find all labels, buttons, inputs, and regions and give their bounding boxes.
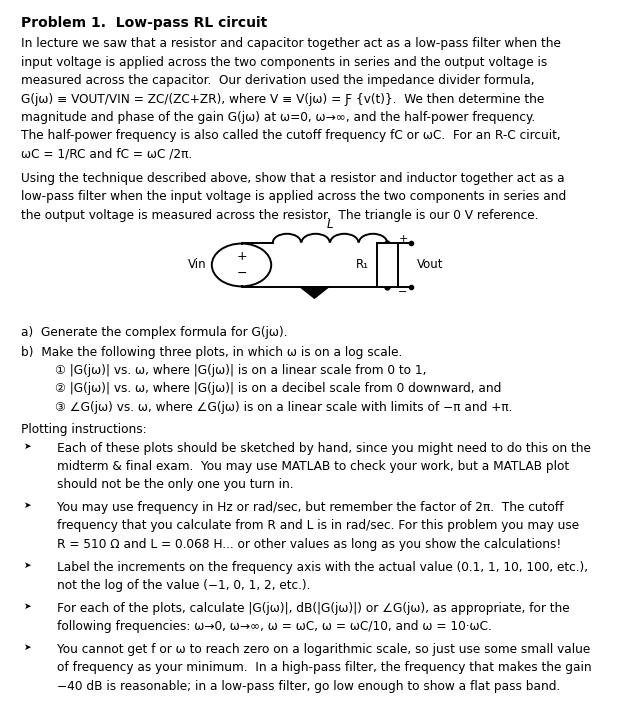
Text: −: − [398,287,408,297]
Text: magnitude and phase of the gain G(jω) at ω=0, ω→∞, and the half-power frequency.: magnitude and phase of the gain G(jω) at… [21,111,535,124]
Text: ➤: ➤ [24,441,32,451]
Text: low-pass filter when the input voltage is applied across the two components in s: low-pass filter when the input voltage i… [21,190,566,203]
Text: following frequencies: ω→0, ω→∞, ω = ωC, ω = ωC/10, and ω = 10·ωC.: following frequencies: ω→0, ω→∞, ω = ωC,… [57,620,491,633]
Text: should not be the only one you turn in.: should not be the only one you turn in. [57,479,293,492]
Text: input voltage is applied across the two components in series and the output volt: input voltage is applied across the two … [21,56,547,69]
Text: Using the technique described above, show that a resistor and inductor together : Using the technique described above, sho… [21,172,564,185]
Text: Vin: Vin [188,258,206,272]
Text: ➤: ➤ [24,602,32,611]
Text: For each of the plots, calculate |G(jω)|, dB(|G(jω)|) or ∠G(jω), as appropriate,: For each of the plots, calculate |G(jω)|… [57,602,569,615]
Text: R = 510 Ω and L = 0.068 H... or other values as long as you show the calculation: R = 510 Ω and L = 0.068 H... or other va… [57,538,561,551]
Text: +: + [398,234,408,244]
Text: ➤: ➤ [24,643,32,652]
Text: G(jω) ≡ VOUT/VIN = ZC/(ZC+ZR), where V ≡ V(jω) = Ƒ {v(t)}.  We then determine th: G(jω) ≡ VOUT/VIN = ZC/(ZC+ZR), where V ≡… [21,92,544,106]
Text: The half-power frequency is also called the cutoff frequency fC or ωC.  For an R: The half-power frequency is also called … [21,130,560,143]
Text: ② |G(jω)| vs. ω, where |G(jω)| is on a decibel scale from 0 downward, and: ② |G(jω)| vs. ω, where |G(jω)| is on a d… [55,382,501,396]
Text: R₁: R₁ [356,258,368,272]
Text: midterm & final exam.  You may use MATLAB to check your work, but a MATLAB plot: midterm & final exam. You may use MATLAB… [57,460,568,473]
Text: not the log of the value (−1, 0, 1, 2, etc.).: not the log of the value (−1, 0, 1, 2, e… [57,579,310,592]
Text: measured across the capacitor.  Our derivation used the impedance divider formul: measured across the capacitor. Our deriv… [21,74,534,87]
Text: You may use frequency in Hz or rad/sec, but remember the factor of 2π.  The cuto: You may use frequency in Hz or rad/sec, … [57,501,563,514]
Text: ① |G(jω)| vs. ω, where |G(jω)| is on a linear scale from 0 to 1,: ① |G(jω)| vs. ω, where |G(jω)| is on a l… [55,364,426,377]
Text: b)  Make the following three plots, in which ω is on a log scale.: b) Make the following three plots, in wh… [21,345,402,359]
Text: frequency that you calculate from R and L is in rad/sec. For this problem you ma: frequency that you calculate from R and … [57,520,579,533]
Text: Plotting instructions:: Plotting instructions: [21,423,146,436]
Text: Each of these plots should be sketched by hand, since you might need to do this : Each of these plots should be sketched b… [57,441,590,455]
Text: +: + [236,249,247,262]
Text: ➤: ➤ [24,561,32,570]
Bar [377,242,397,288]
Text: Vout: Vout [417,258,443,272]
Polygon shape [300,288,329,299]
Text: ωC = 1/RC and fC = ωC /2π.: ωC = 1/RC and fC = ωC /2π. [21,148,192,161]
Text: Label the increments on the frequency axis with the actual value (0.1, 1, 10, 10: Label the increments on the frequency ax… [57,561,588,574]
Text: the output voltage is measured across the resistor.  The triangle is our 0 V ref: the output voltage is measured across th… [21,208,538,222]
Text: You cannot get f or ω to reach zero on a logarithmic scale, so just use some sma: You cannot get f or ω to reach zero on a… [57,643,590,656]
Text: −40 dB is reasonable; in a low-pass filter, go low enough to show a flat pass ba: −40 dB is reasonable; in a low-pass filt… [57,680,560,693]
Text: ➤: ➤ [24,501,32,510]
Text: −: − [236,267,247,280]
Text: In lecture we saw that a resistor and capacitor together act as a low-pass filte: In lecture we saw that a resistor and ca… [21,37,561,50]
Text: ③ ∠G(jω) vs. ω, where ∠G(jω) is on a linear scale with limits of −π and +π.: ③ ∠G(jω) vs. ω, where ∠G(jω) is on a lin… [55,401,512,414]
Text: a)  Generate the complex formula for G(jω).: a) Generate the complex formula for G(jω… [21,326,287,339]
Text: Problem 1.  Low-pass RL circuit: Problem 1. Low-pass RL circuit [21,16,267,30]
Text: L: L [327,218,333,231]
Text: of frequency as your minimum.  In a high-pass filter, the frequency that makes t: of frequency as your minimum. In a high-… [57,661,591,674]
